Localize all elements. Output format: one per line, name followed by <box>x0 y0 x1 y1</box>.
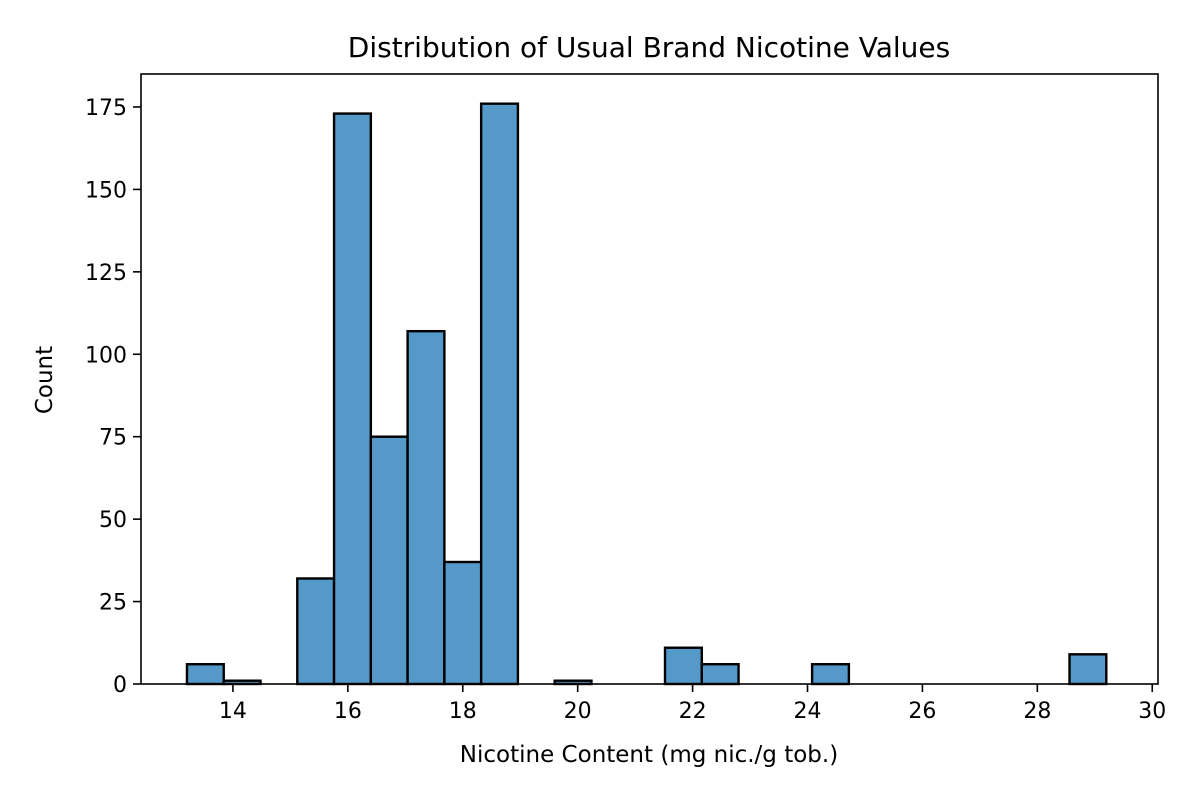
histogram-bar <box>663 646 703 686</box>
histogram-bar <box>700 663 740 686</box>
histogram-bar <box>479 102 520 686</box>
histogram-bar <box>185 663 225 686</box>
histogram-bar <box>1068 653 1108 686</box>
bars-layer <box>185 102 1108 686</box>
x-tick-label: 24 <box>794 699 822 724</box>
x-tick-label: 26 <box>908 699 936 724</box>
y-tick-label: 125 <box>85 261 127 286</box>
x-axis: 14 16 18 20 22 24 26 28 30 <box>219 684 1166 724</box>
plot-frame <box>140 73 1159 685</box>
x-tick-label: 22 <box>679 699 707 724</box>
histogram-bar <box>810 663 851 686</box>
y-tick-label: 50 <box>99 508 127 533</box>
x-tick-label: 18 <box>449 699 477 724</box>
y-tick-label: 100 <box>85 343 127 368</box>
chart-title: Distribution of Usual Brand Nicotine Val… <box>348 31 950 64</box>
x-tick-label: 30 <box>1138 699 1166 724</box>
y-tick-label: 175 <box>85 96 127 121</box>
histogram-bar <box>332 112 373 686</box>
x-tick-label: 14 <box>219 699 247 724</box>
y-tick-label: 75 <box>99 426 127 451</box>
x-tick-label: 28 <box>1023 699 1051 724</box>
x-tick-label: 16 <box>334 699 362 724</box>
histogram-bar <box>369 435 409 686</box>
y-tick-label: 0 <box>113 673 127 698</box>
x-axis-label: Nicotine Content (mg nic./g tob.) <box>460 742 838 768</box>
y-axis-label: Count <box>32 346 58 414</box>
y-tick-label: 150 <box>85 178 127 203</box>
y-axis: 0 25 50 75 100 125 150 175 <box>85 96 141 698</box>
histogram-bar <box>296 577 336 686</box>
x-tick-label: 20 <box>564 699 592 724</box>
histogram-bar <box>406 329 446 686</box>
y-tick-label: 25 <box>99 591 127 616</box>
histogram-bar <box>443 560 483 686</box>
